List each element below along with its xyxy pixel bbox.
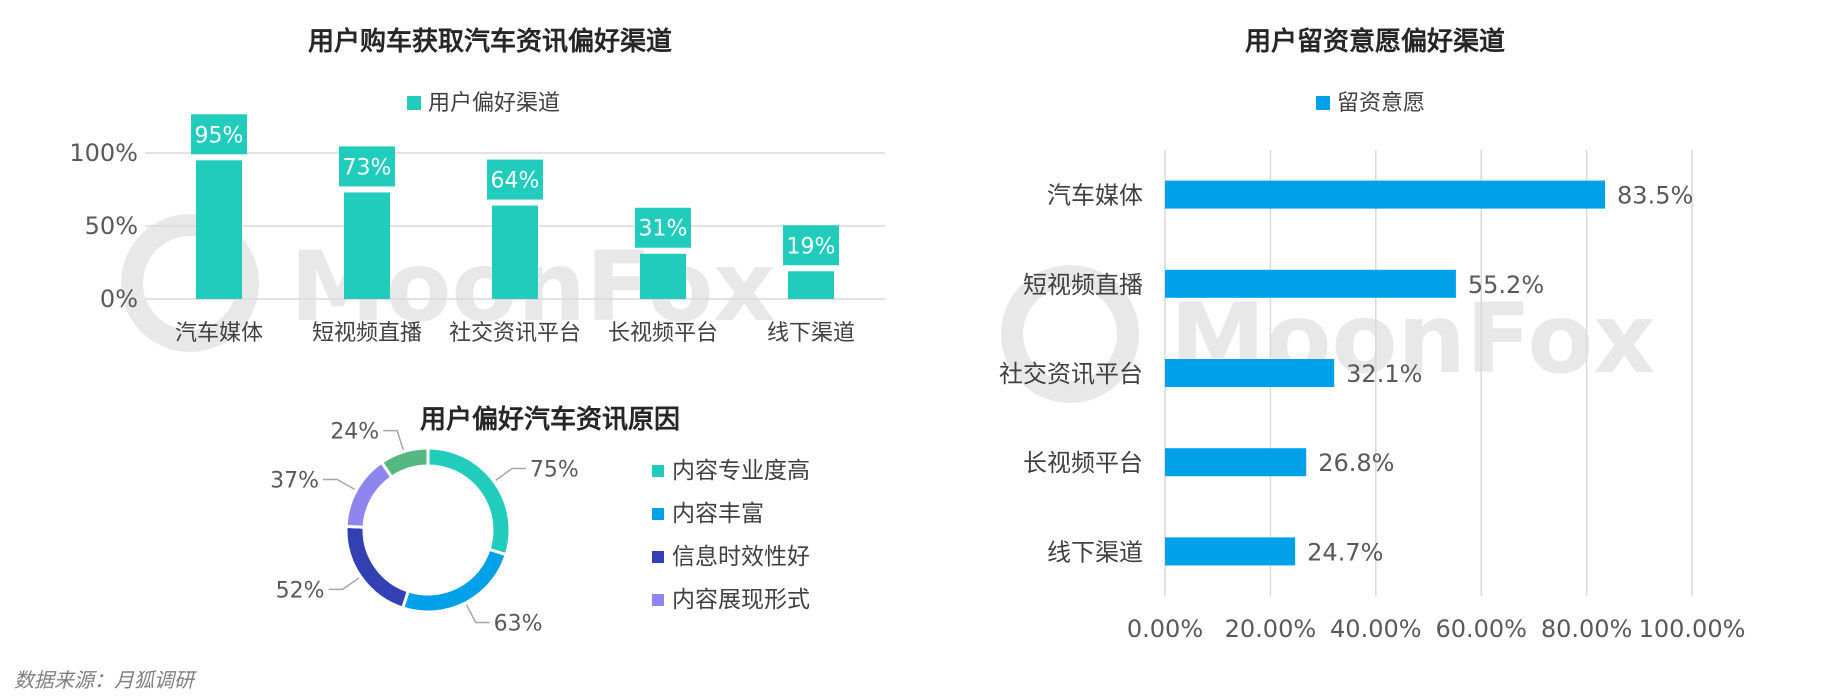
- watermark-logo-icon: [121, 214, 259, 352]
- data-label-box: [191, 114, 247, 155]
- bar: [1165, 537, 1296, 566]
- hbar-chart-legend: 留资意愿: [1316, 91, 1425, 116]
- x-tick-label: 60.00%: [1435, 615, 1527, 643]
- leader-line: [495, 467, 526, 481]
- legend-swatch: [652, 594, 664, 606]
- donut-chart-labels: 75% 63% 52% 37% 24%: [270, 420, 579, 637]
- y-tick-label: 长视频平台: [1023, 449, 1143, 477]
- source-note: 数据来源：月狐调研: [14, 668, 194, 692]
- x-tick-label: 短视频直播: [312, 321, 422, 346]
- x-tick-label: 长视频平台: [608, 321, 718, 346]
- data-label-box: [783, 225, 839, 266]
- left-panel: MoonFox 用户购车获取汽车资讯偏好渠道 用户偏好渠道 0%50%100% …: [69, 26, 885, 637]
- legend-label: 内容专业度高: [672, 458, 810, 484]
- legend-label: 留资意愿: [1337, 91, 1425, 116]
- data-label: 64%: [491, 169, 540, 194]
- data-label: 32.1%: [1346, 360, 1422, 388]
- data-label: 83.5%: [1617, 182, 1693, 210]
- data-label: 31%: [639, 217, 688, 242]
- y-tick-label: 0%: [100, 285, 138, 313]
- bar: [1165, 269, 1456, 298]
- donut-chart-slices: [344, 446, 512, 614]
- x-tick-label: 20.00%: [1225, 615, 1317, 643]
- x-tick-label: 40.00%: [1330, 615, 1422, 643]
- slice-label: 75%: [530, 458, 579, 483]
- donut-slice: [344, 524, 411, 610]
- x-tick-label: 80.00%: [1541, 615, 1633, 643]
- donut-chart-title: 用户偏好汽车资讯原因: [420, 404, 680, 435]
- legend-label: 内容展现形式: [672, 587, 810, 613]
- slice-label: 52%: [276, 578, 325, 603]
- y-tick-label: 汽车媒体: [1047, 182, 1143, 210]
- leader-line: [323, 478, 355, 490]
- y-tick-label: 100%: [69, 139, 138, 167]
- bar: [788, 271, 834, 299]
- leader-line: [465, 604, 490, 624]
- legend-swatch: [652, 508, 664, 520]
- legend-label: 用户偏好渠道: [428, 91, 560, 116]
- legend-swatch: [652, 465, 664, 477]
- hbar-chart-x-axis: 0.00% 20.00% 40.00% 60.00% 80.00% 100.00%: [1127, 615, 1746, 643]
- bar-chart-bars: 95% 73% 64% 31% 19%: [191, 114, 839, 299]
- bar-chart-legend: 用户偏好渠道: [407, 91, 560, 116]
- legend-swatch: [1316, 96, 1330, 110]
- bar-chart-y-axis: 0% 50% 100%: [69, 139, 138, 313]
- y-tick-label: 短视频直播: [1023, 271, 1143, 299]
- x-tick-label: 社交资讯平台: [449, 321, 581, 346]
- hbar-chart-title: 用户留资意愿偏好渠道: [1245, 26, 1505, 57]
- right-panel: MoonFox 用户留资意愿偏好渠道 留资意愿 83.5% 55.2% 32.1% 2…: [950, 0, 1834, 699]
- leader-line: [328, 577, 360, 591]
- data-label-box: [339, 146, 395, 187]
- data-label-box: [635, 207, 691, 248]
- donut-slice: [400, 547, 509, 614]
- hbar-chart-bars: 83.5% 55.2% 32.1% 26.8% 24.7%: [1165, 180, 1693, 566]
- data-label: 26.8%: [1318, 449, 1394, 477]
- y-tick-label: 线下渠道: [1047, 538, 1143, 566]
- bar-chart-x-axis: 汽车媒体 短视频直播 社交资讯平台 长视频平台 线下渠道: [175, 321, 855, 346]
- bar: [1165, 448, 1307, 477]
- data-label: 73%: [343, 155, 392, 180]
- bar: [1165, 359, 1335, 387]
- x-tick-label: 汽车媒体: [175, 321, 263, 346]
- left-chart-canvas: MoonFox 用户购车获取汽车资讯偏好渠道 用户偏好渠道 0%50%100% …: [69, 26, 885, 637]
- data-label: 24.7%: [1307, 538, 1383, 566]
- x-tick-label: 线下渠道: [767, 321, 855, 346]
- bar: [344, 192, 390, 299]
- slice-label: 63%: [494, 611, 543, 636]
- data-label: 55.2%: [1468, 271, 1544, 299]
- slice-label: 24%: [330, 420, 379, 445]
- x-tick-label: 100.00%: [1639, 615, 1746, 643]
- bar: [1165, 180, 1606, 209]
- donut-slice: [379, 446, 430, 480]
- data-label-box: [487, 159, 543, 200]
- watermark-right: MoonFox: [1001, 265, 1655, 403]
- y-tick-label: 50%: [85, 212, 138, 240]
- slice-label: 37%: [270, 469, 319, 494]
- legend-label: 内容丰富: [672, 501, 764, 527]
- x-tick-label: 0.00%: [1127, 615, 1203, 643]
- legend-label: 信息时效性好: [672, 544, 810, 570]
- legend-swatch: [407, 96, 421, 110]
- bar: [196, 160, 242, 299]
- data-label: 19%: [787, 234, 836, 259]
- data-label: 95%: [195, 123, 244, 148]
- leader-line: [383, 429, 404, 450]
- y-tick-label: 社交资讯平台: [999, 360, 1143, 388]
- watermark-logo-icon: [1001, 265, 1139, 403]
- bar-chart-title: 用户购车获取汽车资讯偏好渠道: [308, 26, 672, 57]
- bar: [492, 205, 538, 299]
- right-chart-canvas: MoonFox 用户留资意愿偏好渠道 留资意愿 83.5% 55.2% 32.1% 2…: [999, 26, 1746, 643]
- bar: [640, 253, 686, 299]
- legend-swatch: [652, 551, 664, 563]
- donut-slice: [426, 446, 512, 557]
- donut-slice: [344, 460, 394, 529]
